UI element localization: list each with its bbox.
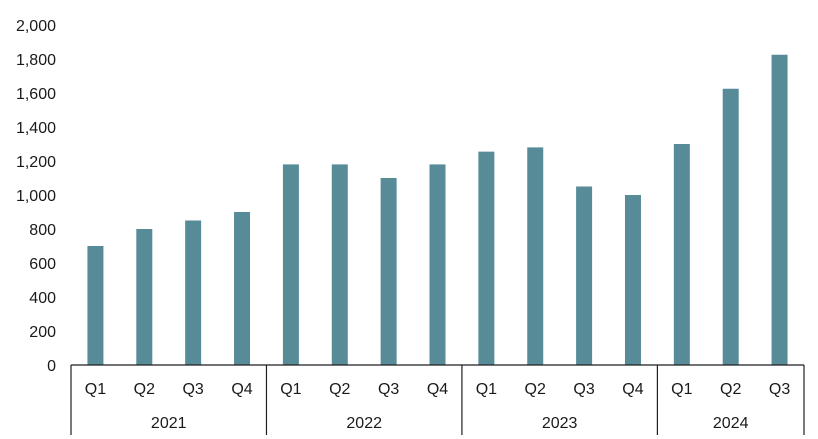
bar xyxy=(478,151,495,365)
bar xyxy=(624,195,641,365)
bar xyxy=(722,88,739,365)
year-group-label: 2023 xyxy=(542,415,578,432)
bar xyxy=(234,212,251,365)
x-tick-label: Q2 xyxy=(720,381,741,398)
bar xyxy=(380,178,397,365)
y-tick-label: 600 xyxy=(29,256,56,273)
bar xyxy=(527,147,544,365)
x-tick-label: Q2 xyxy=(525,381,546,398)
x-tick-label: Q4 xyxy=(231,381,252,398)
year-group-label: 2022 xyxy=(346,415,382,432)
y-tick-label: 800 xyxy=(29,222,56,239)
bar xyxy=(331,164,348,365)
bar xyxy=(429,164,446,365)
y-tick-label: 1,400 xyxy=(16,120,56,137)
bar xyxy=(771,54,788,365)
bar xyxy=(87,246,104,365)
y-tick-label: 400 xyxy=(29,290,56,307)
x-tick-label: Q1 xyxy=(85,381,106,398)
y-tick-label: 1,800 xyxy=(16,52,56,69)
bars xyxy=(87,54,788,365)
x-tick-label: Q1 xyxy=(671,381,692,398)
y-tick-label: 1,200 xyxy=(16,154,56,171)
year-group-label: 2024 xyxy=(713,415,749,432)
y-tick-label: 0 xyxy=(47,358,56,375)
y-axis: 0 200 400 600 800 1,000 1,200 1,400 1,600 1,800 2,… xyxy=(16,18,56,375)
bar xyxy=(136,229,153,365)
y-tick-label: 200 xyxy=(29,324,56,341)
x-tick-label: Q3 xyxy=(378,381,399,398)
y-tick-label: 1,600 xyxy=(16,86,56,103)
x-tick-label: Q3 xyxy=(182,381,203,398)
x-tick-label: Q3 xyxy=(573,381,594,398)
x-tick-label: Q4 xyxy=(427,381,448,398)
y-tick-label: 2,000 xyxy=(16,18,56,35)
x-tick-label: Q2 xyxy=(134,381,155,398)
x-axis: Q1 Q2 Q3 Q4 2021 Q1 Q2 Q3 Q4 2022 Q1 Q2 Q3 Q4 2023 Q1 Q2… xyxy=(70,364,805,435)
x-tick-label: Q2 xyxy=(329,381,350,398)
x-tick-label: Q1 xyxy=(280,381,301,398)
x-tick-label: Q4 xyxy=(622,381,643,398)
bar xyxy=(576,186,593,365)
year-group-label: 2021 xyxy=(151,415,187,432)
bar xyxy=(673,144,690,365)
y-tick-label: 1,000 xyxy=(16,188,56,205)
x-tick-label: Q1 xyxy=(476,381,497,398)
x-tick-label: Q3 xyxy=(769,381,790,398)
bar xyxy=(282,164,299,365)
bar xyxy=(185,220,202,365)
